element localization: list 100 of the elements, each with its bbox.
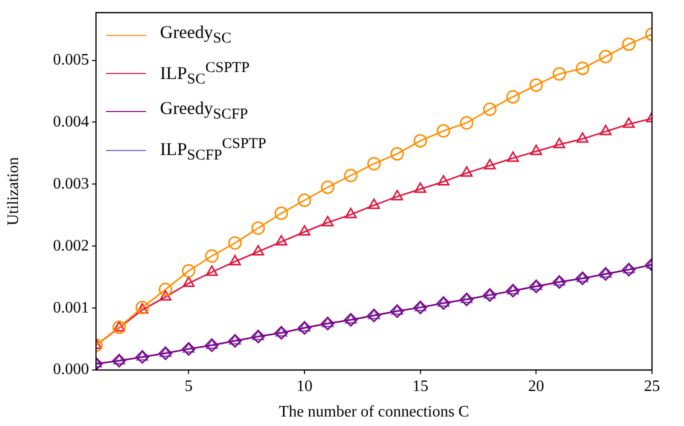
point <box>460 116 474 130</box>
point <box>390 304 404 318</box>
point <box>438 296 450 307</box>
y-tick-label: 0.004 <box>53 113 89 130</box>
point <box>622 37 636 51</box>
point <box>368 308 380 320</box>
point <box>229 334 241 345</box>
point <box>368 198 380 209</box>
point <box>553 275 566 286</box>
point <box>344 168 358 182</box>
point <box>529 78 543 92</box>
point <box>320 316 334 330</box>
point <box>275 326 288 337</box>
point <box>112 354 126 368</box>
point <box>460 292 473 304</box>
point <box>600 267 612 278</box>
point <box>622 262 635 274</box>
point <box>320 180 334 194</box>
x-tick-label: 10 <box>296 378 312 395</box>
point <box>622 117 635 128</box>
point <box>576 62 590 76</box>
point <box>529 280 543 294</box>
point <box>414 300 426 312</box>
y-tick-label: 0.001 <box>53 299 89 316</box>
point <box>275 235 288 246</box>
point <box>322 316 334 328</box>
point <box>206 265 218 276</box>
y-tick-label: 0.005 <box>53 52 89 68</box>
point <box>136 350 150 364</box>
point <box>158 282 172 296</box>
point <box>391 190 404 200</box>
point <box>160 290 172 301</box>
point <box>274 206 288 220</box>
point <box>530 280 542 290</box>
point <box>553 138 566 148</box>
point <box>158 346 172 360</box>
point <box>113 354 126 364</box>
point <box>507 151 519 162</box>
point <box>205 249 219 263</box>
point <box>436 296 450 310</box>
point <box>182 342 195 353</box>
point <box>390 147 404 161</box>
point <box>622 262 636 276</box>
point <box>483 288 497 302</box>
point <box>598 50 612 64</box>
point <box>182 276 195 288</box>
point <box>576 272 588 282</box>
point <box>344 208 357 218</box>
point <box>506 284 520 298</box>
point <box>344 313 358 327</box>
point <box>460 166 473 177</box>
point <box>438 174 450 186</box>
point <box>414 182 426 193</box>
point <box>205 338 219 352</box>
x-axis-title: The number of connections C <box>278 404 470 421</box>
point <box>136 303 148 314</box>
point <box>483 102 497 116</box>
point <box>251 221 265 235</box>
point <box>414 300 428 314</box>
point <box>298 225 310 236</box>
point <box>576 272 590 286</box>
legend-label: Greedy$_{SC}$ <box>160 21 232 49</box>
point <box>484 158 496 170</box>
point <box>228 236 242 250</box>
point <box>206 338 218 349</box>
point <box>228 334 242 348</box>
y-axis-title: Utilization <box>4 157 22 226</box>
y-tick-label: 0.003 <box>53 175 89 192</box>
point <box>598 267 612 281</box>
x-tick-label: 20 <box>528 378 544 395</box>
point <box>367 308 381 322</box>
point <box>298 321 312 335</box>
point <box>576 132 588 143</box>
point <box>484 288 496 299</box>
point <box>436 124 450 138</box>
x-tick-label: 5 <box>184 378 193 395</box>
point <box>530 144 542 156</box>
point <box>506 90 520 104</box>
point <box>600 124 612 136</box>
point <box>182 342 196 356</box>
point <box>298 194 312 208</box>
point <box>391 304 404 315</box>
y-tick-label: 0.002 <box>53 237 89 254</box>
point <box>251 330 265 344</box>
x-tick-label: 15 <box>412 378 428 395</box>
point <box>136 350 148 361</box>
x-tick-label: 25 <box>644 378 660 395</box>
legend-label: Greedy$_{SCFP}$ <box>160 97 248 125</box>
point <box>507 284 519 294</box>
point <box>252 330 264 340</box>
point <box>182 264 196 278</box>
point <box>252 244 264 256</box>
point <box>274 326 288 340</box>
point <box>344 313 357 324</box>
y-tick-label: 0.000 <box>53 361 89 378</box>
point <box>460 292 474 306</box>
point <box>322 216 334 226</box>
point <box>367 156 381 170</box>
point <box>552 67 566 81</box>
point <box>160 346 172 358</box>
